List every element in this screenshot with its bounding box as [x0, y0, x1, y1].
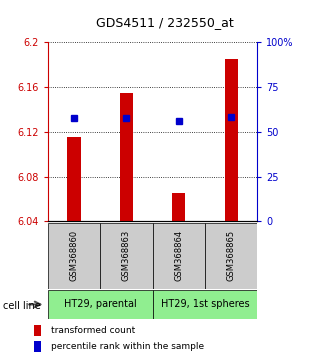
- Text: HT29, 1st spheres: HT29, 1st spheres: [161, 299, 249, 309]
- Bar: [152, 223, 205, 289]
- Bar: [205, 223, 257, 289]
- Bar: [34, 325, 41, 336]
- Bar: [100, 223, 153, 289]
- Text: GSM368864: GSM368864: [174, 230, 183, 281]
- Text: GSM368863: GSM368863: [122, 230, 131, 281]
- Text: HT29, parental: HT29, parental: [64, 299, 137, 309]
- Bar: [34, 341, 41, 353]
- Bar: [48, 223, 100, 289]
- Bar: [225, 59, 238, 221]
- Bar: [48, 290, 152, 319]
- Bar: [172, 193, 185, 221]
- Text: GSM368860: GSM368860: [70, 230, 79, 281]
- Bar: [68, 137, 81, 221]
- Bar: [120, 93, 133, 221]
- Text: GSM368865: GSM368865: [227, 230, 236, 281]
- Text: transformed count: transformed count: [51, 326, 135, 335]
- Text: percentile rank within the sample: percentile rank within the sample: [51, 342, 204, 351]
- Text: cell line: cell line: [3, 301, 41, 311]
- Text: GDS4511 / 232550_at: GDS4511 / 232550_at: [96, 16, 234, 29]
- Bar: [152, 290, 257, 319]
